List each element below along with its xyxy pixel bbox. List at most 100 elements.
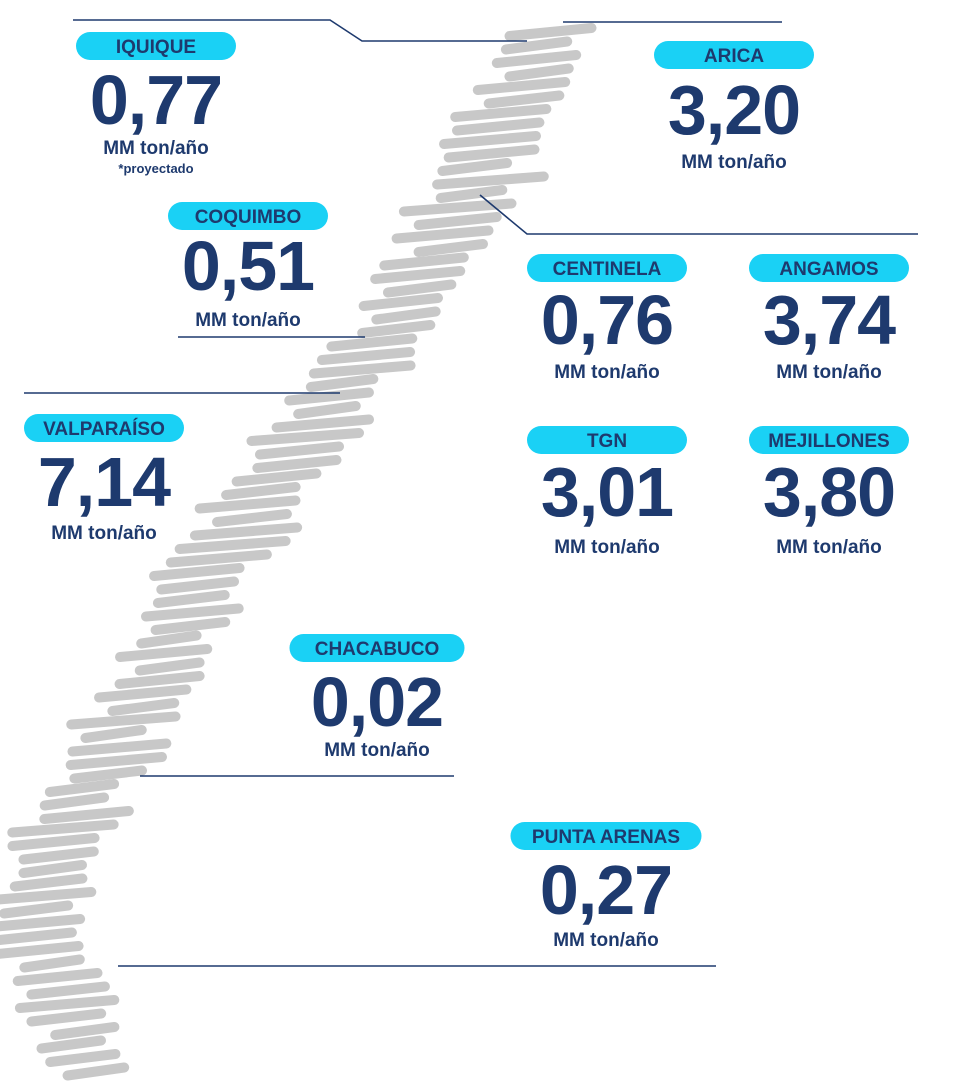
map-stripe (271, 414, 375, 433)
map-stripe (19, 954, 85, 973)
map-stripe (316, 347, 416, 365)
map-stripe (14, 995, 120, 1013)
port-name: CHACABUCO (315, 639, 440, 660)
port-pill (168, 202, 328, 230)
map-stripe (221, 482, 301, 500)
map-stripe (36, 1035, 107, 1054)
map-stripe (67, 738, 172, 757)
map-stripe (39, 792, 110, 811)
port-value: 3,20 (668, 71, 800, 149)
map-stripe (370, 266, 466, 284)
map-stripe (308, 360, 416, 379)
map-stripe (115, 644, 213, 662)
port-unit: MM ton/año (776, 537, 882, 558)
map-stripe (26, 1008, 107, 1027)
map-stripe (231, 468, 322, 487)
map-stripe (45, 1049, 121, 1067)
port-pill (749, 254, 909, 282)
map-stripe (483, 90, 565, 109)
map-stripe (7, 819, 119, 838)
map-stripe (0, 927, 77, 945)
map-stripe (443, 144, 540, 163)
map-stripe (371, 306, 441, 325)
port-unit: MM ton/año (554, 537, 660, 558)
map-stripe (382, 279, 457, 298)
map-stripe (413, 212, 502, 230)
port-pill (76, 32, 236, 60)
map-stripe (504, 23, 597, 41)
port-value: 7,14 (38, 443, 171, 521)
port-value: 0,02 (311, 663, 443, 741)
map-stripe (65, 752, 167, 770)
map-stripe (439, 131, 542, 149)
map-stripe (357, 320, 436, 338)
map-stripe (246, 428, 365, 446)
map-stripe (450, 104, 552, 122)
map-stripe (114, 671, 205, 689)
map-stripe (136, 630, 202, 649)
port-pill (289, 634, 465, 662)
map-stripe (293, 401, 361, 419)
port-unit: MM ton/año (195, 310, 301, 331)
map-stripe (18, 860, 87, 878)
port-value: 0,27 (540, 851, 672, 929)
map-stripe (435, 185, 508, 203)
port-unit: MM ton/año (51, 523, 157, 544)
map-stripe (94, 684, 192, 703)
port-value: 3,74 (763, 281, 896, 359)
map-stripe (107, 698, 180, 716)
port-name: IQUIQUE (116, 37, 196, 58)
leader-line (73, 19, 527, 42)
map-stripe (437, 158, 513, 176)
map-stripe (413, 239, 488, 257)
map-stripe (391, 225, 494, 244)
map-stripe (194, 495, 301, 514)
port-pill (510, 822, 702, 850)
map-stripe (44, 779, 120, 797)
map-stripe (500, 36, 573, 55)
map-stripe (398, 198, 517, 217)
map-stripe (0, 914, 86, 932)
map-stripe (189, 522, 303, 541)
map-stripe (134, 657, 205, 676)
port-name: COQUIMBO (195, 207, 302, 228)
port-name: ANGAMOS (779, 259, 878, 280)
map-stripe (150, 617, 231, 635)
map-stripe (69, 765, 148, 784)
map-stripe (12, 968, 103, 986)
map-stripe (379, 252, 469, 271)
map-stripe (140, 603, 244, 622)
port-unit: MM ton/año (681, 152, 787, 173)
map-stripe (165, 549, 272, 568)
map-stripe (152, 590, 230, 608)
port-unit: MM ton/año (554, 362, 660, 383)
map-stripe (7, 833, 100, 851)
port-pill (527, 254, 687, 282)
port-pill (527, 426, 687, 454)
map-stripe (0, 941, 84, 959)
chile-map (0, 23, 597, 1081)
map-stripe (284, 387, 374, 406)
map-stripe (504, 63, 574, 82)
port-value: 3,80 (763, 453, 895, 531)
map-stripe (491, 50, 582, 68)
map-stripe (50, 1022, 120, 1040)
port-name: MEJILLONES (768, 431, 889, 452)
port-name: PUNTA ARENAS (532, 827, 680, 848)
map-stripe (0, 900, 74, 919)
map-stripe (9, 873, 88, 892)
map-stripe (174, 536, 291, 554)
port-name: VALPARAÍSO (43, 418, 165, 440)
map-stripe (212, 509, 292, 527)
map-stripe (39, 806, 134, 824)
map-stripe (305, 374, 379, 392)
port-pill (654, 41, 814, 69)
map-stripe (80, 725, 147, 743)
map-stripe (432, 171, 549, 190)
map-stripe (26, 981, 110, 1000)
port-name: CENTINELA (553, 259, 662, 280)
port-unit: MM ton/año (776, 362, 882, 383)
map-stripe (452, 117, 545, 136)
